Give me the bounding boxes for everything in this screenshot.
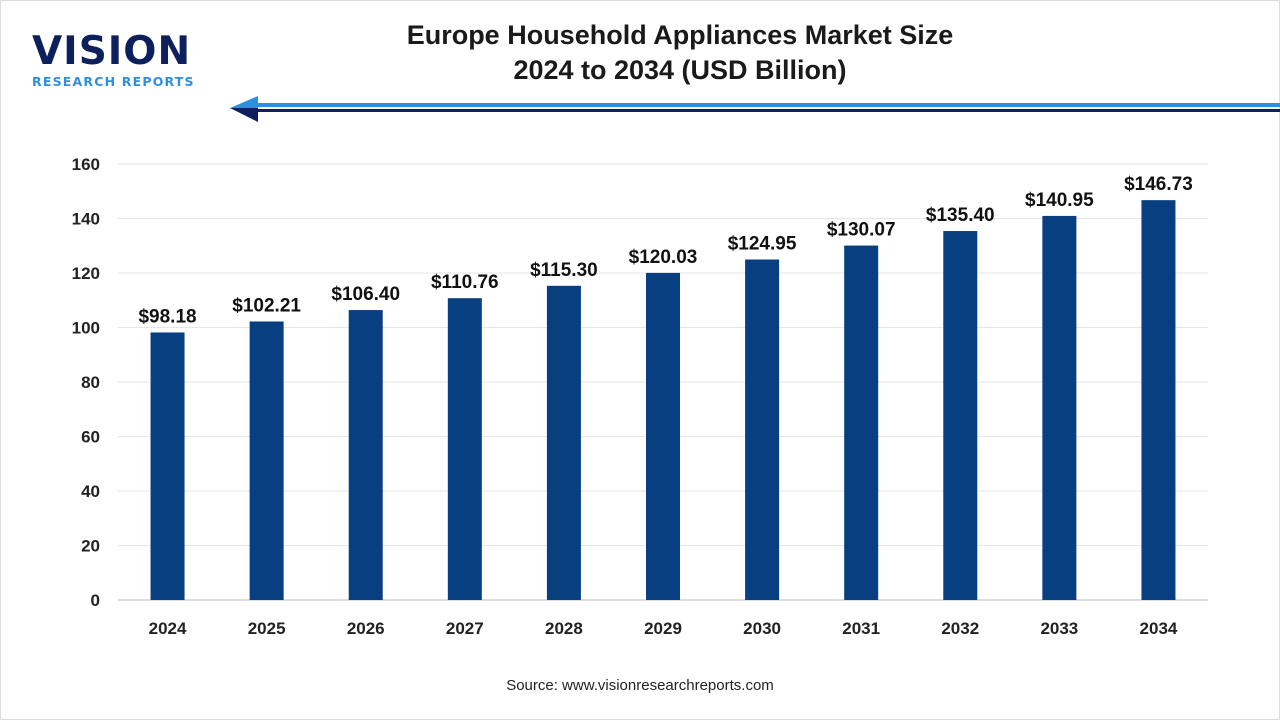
- header-arrow-icon: [230, 96, 1280, 122]
- y-tick-label: 160: [72, 155, 100, 174]
- bar: [646, 272, 680, 600]
- bar: [348, 310, 383, 600]
- x-tick-label: 2028: [545, 619, 583, 638]
- y-tick-label: 60: [81, 428, 100, 447]
- data-label: $130.07: [827, 220, 896, 241]
- title-line-2: 2024 to 2034 (USD Billion): [513, 55, 847, 85]
- data-label: $115.30: [530, 260, 598, 281]
- bar: [447, 298, 482, 600]
- source-note: Source: www.visionresearchreports.com: [506, 677, 774, 694]
- bar: [1141, 200, 1176, 600]
- y-tick-label: 140: [72, 210, 100, 229]
- x-tick-label: 2034: [1140, 619, 1178, 638]
- title-line-1: Europe Household Appliances Market Size: [406, 20, 954, 50]
- data-label: $124.95: [728, 234, 797, 255]
- x-tick-label: 2024: [149, 619, 187, 638]
- data-label: $106.40: [331, 284, 400, 305]
- logo: VISION RESEARCH REPORTS: [32, 29, 195, 90]
- bar: [1042, 215, 1077, 600]
- x-tick-label: 2030: [743, 619, 781, 638]
- y-tick-label: 20: [81, 537, 100, 556]
- logo-main: VISION: [32, 29, 192, 74]
- bar: [844, 245, 879, 600]
- data-label: $146.73: [1124, 174, 1193, 195]
- bar: [249, 321, 284, 600]
- x-tick-label: 2029: [644, 619, 682, 638]
- y-tick-label: 120: [72, 264, 100, 283]
- data-label: $140.95: [1025, 190, 1094, 211]
- logo-sub: RESEARCH REPORTS: [32, 74, 195, 89]
- chart-title: Europe Household Appliances Market Size …: [330, 18, 1030, 88]
- bar: [546, 285, 581, 600]
- x-tick-label: 2026: [347, 619, 385, 638]
- data-label: $102.21: [232, 295, 301, 316]
- x-tick-label: 2032: [941, 619, 979, 638]
- data-label: $135.40: [926, 205, 995, 226]
- bar: [943, 231, 978, 600]
- x-tick-label: 2025: [248, 619, 286, 638]
- bar: [745, 259, 780, 600]
- bar: [150, 332, 185, 600]
- data-label: $110.76: [431, 272, 499, 293]
- y-tick-label: 100: [72, 319, 100, 338]
- x-tick-label: 2027: [446, 619, 484, 638]
- y-tick-label: 40: [81, 482, 100, 501]
- y-tick-label: 80: [81, 373, 100, 392]
- data-label: $120.03: [629, 247, 698, 268]
- y-tick-label: 0: [91, 591, 100, 610]
- x-tick-label: 2033: [1040, 619, 1078, 638]
- x-tick-label: 2031: [842, 619, 880, 638]
- data-label: $98.18: [138, 306, 196, 327]
